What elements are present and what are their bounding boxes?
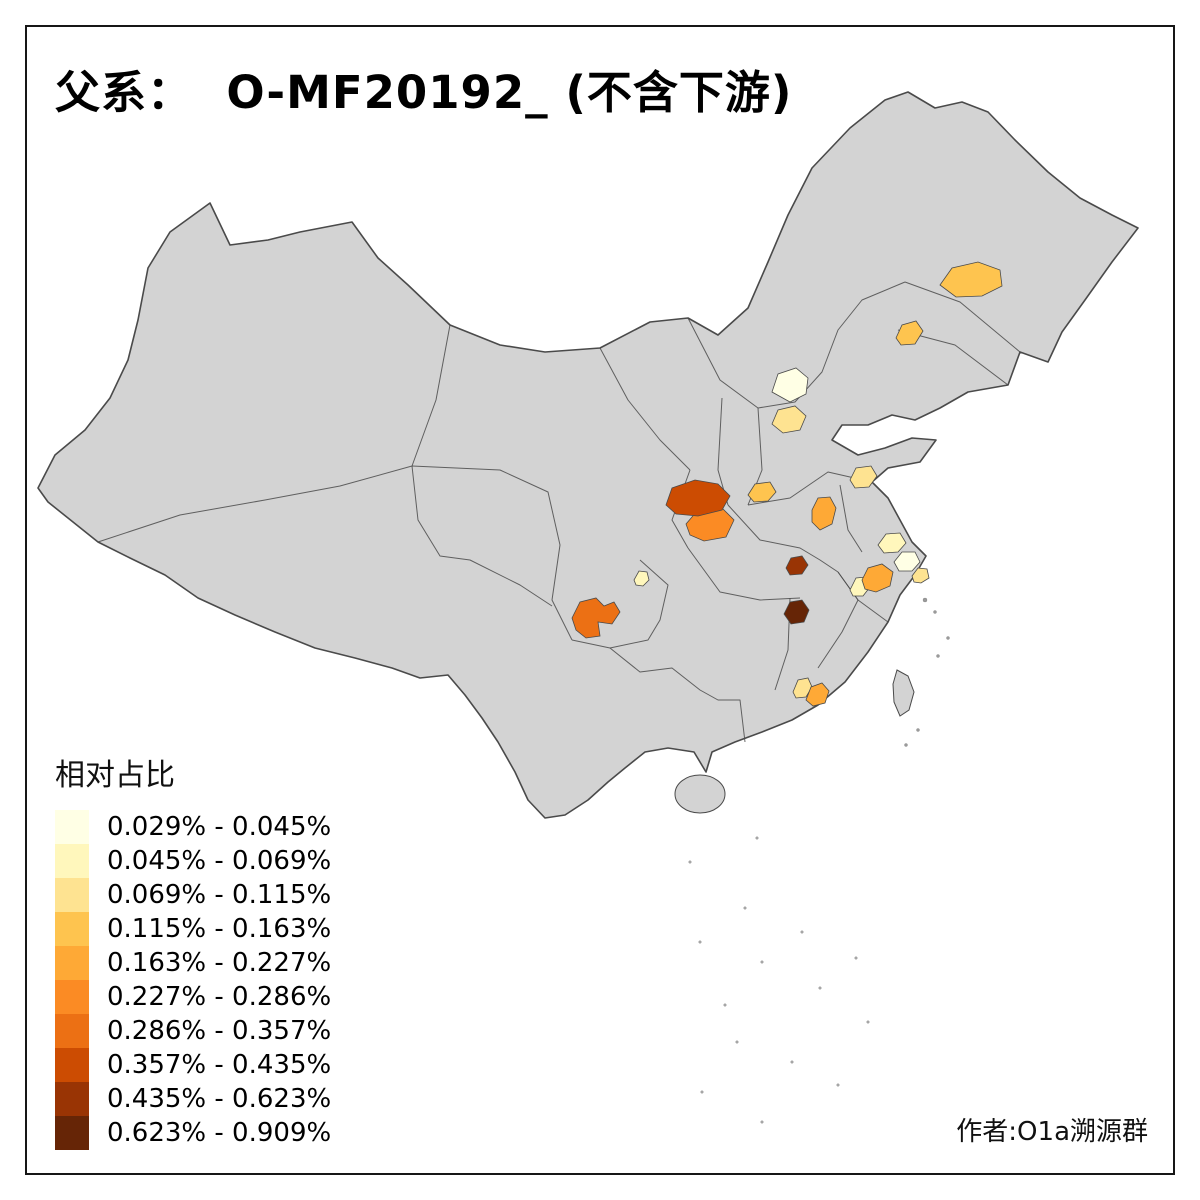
- mainland-landmass: [37, 91, 1139, 819]
- legend-item: 0.163% - 0.227%: [55, 946, 331, 980]
- colored-region: [849, 465, 878, 489]
- legend: 相对占比 0.029% - 0.045% 0.045% - 0.069% 0.0…: [55, 750, 331, 1150]
- legend-label: 0.163% - 0.227%: [107, 948, 332, 978]
- legend-label: 0.227% - 0.286%: [107, 982, 332, 1012]
- legend-label: 0.069% - 0.115%: [107, 880, 332, 910]
- legend-label: 0.435% - 0.623%: [107, 1084, 332, 1114]
- colored-region: [633, 570, 650, 587]
- legend-item: 0.045% - 0.069%: [55, 844, 331, 878]
- colored-region: [893, 551, 921, 572]
- south-china-sea-islets: [688, 836, 870, 1124]
- legend-label: 0.623% - 0.909%: [107, 1118, 332, 1148]
- legend-item: 0.115% - 0.163%: [55, 912, 331, 946]
- colored-region: [771, 367, 809, 403]
- legend-swatch: [55, 946, 89, 980]
- colored-region: [747, 481, 777, 503]
- legend-swatch: [55, 980, 89, 1014]
- colored-region: [861, 563, 894, 593]
- legend-title: 相对占比: [55, 758, 175, 793]
- colored-region: [811, 496, 837, 531]
- hainan-island: [674, 774, 726, 814]
- taiwan-island: [892, 669, 915, 717]
- legend-item: 0.286% - 0.357%: [55, 1014, 331, 1048]
- legend-swatch: [55, 912, 89, 946]
- legend-label: 0.045% - 0.069%: [107, 846, 332, 876]
- china-outline: [37, 91, 1139, 819]
- legend-rows: 0.029% - 0.045% 0.045% - 0.069% 0.069% -…: [55, 810, 331, 1150]
- legend-swatch: [55, 1116, 89, 1150]
- legend-item: 0.435% - 0.623%: [55, 1082, 331, 1116]
- legend-item: 0.357% - 0.435%: [55, 1048, 331, 1082]
- legend-swatch: [55, 1014, 89, 1048]
- map-title: 父系： O-MF20192_ (不含下游): [55, 66, 793, 119]
- islands: [674, 597, 950, 814]
- colored-region: [911, 567, 930, 584]
- colored-regions: [571, 261, 1003, 707]
- legend-swatch: [55, 878, 89, 912]
- colored-region: [665, 479, 731, 517]
- legend-label: 0.357% - 0.435%: [107, 1050, 332, 1080]
- colored-region: [783, 599, 810, 625]
- legend-swatch: [55, 810, 89, 844]
- legend-swatch: [55, 1082, 89, 1116]
- legend-item: 0.623% - 0.909%: [55, 1116, 331, 1150]
- colored-region: [785, 555, 809, 576]
- colored-region: [805, 682, 830, 707]
- legend-swatch: [55, 1048, 89, 1082]
- legend-item: 0.069% - 0.115%: [55, 878, 331, 912]
- colored-region: [771, 405, 807, 434]
- legend-label: 0.029% - 0.045%: [107, 812, 332, 842]
- legend-item: 0.029% - 0.045%: [55, 810, 331, 844]
- legend-label: 0.286% - 0.357%: [107, 1016, 332, 1046]
- legend-label: 0.115% - 0.163%: [107, 914, 332, 944]
- legend-swatch: [55, 844, 89, 878]
- colored-region: [877, 532, 907, 554]
- colored-region: [571, 597, 621, 639]
- legend-item: 0.227% - 0.286%: [55, 980, 331, 1014]
- colored-region: [939, 261, 1003, 298]
- colored-region: [895, 320, 924, 346]
- province-borders: [97, 281, 1021, 743]
- author-credit: 作者:O1a溯源群: [956, 1117, 1148, 1147]
